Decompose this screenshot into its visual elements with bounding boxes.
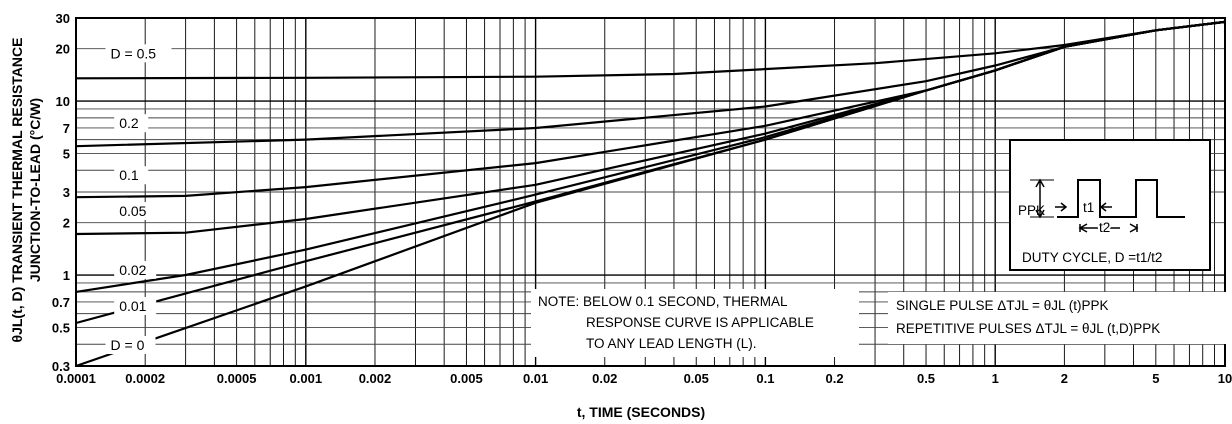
x-tick-label: 10 xyxy=(1218,371,1232,386)
series-label-bg xyxy=(114,166,149,185)
t2-arrow xyxy=(1078,223,1139,233)
x-tick-label: 0.005 xyxy=(450,371,483,386)
pulse-waveform xyxy=(1057,179,1185,218)
series-label-5: 0.01 xyxy=(119,298,146,314)
t2-label: t2 xyxy=(1099,220,1110,235)
note-line-1: NOTE: BELOW 0.1 SECOND, THERMAL xyxy=(538,294,788,309)
x-tick-label: 0.02 xyxy=(592,371,617,386)
x-tick-label: 0.002 xyxy=(359,371,392,386)
y-tick-label: 0.3 xyxy=(52,359,70,374)
y-tick-labels: 0.3 0.5 0.7 1 2 3 5 7 10 20 30 xyxy=(52,11,70,374)
x-tick-label: 1 xyxy=(992,371,999,386)
series-label-bg xyxy=(114,260,157,279)
y-tick-label: 10 xyxy=(56,94,70,109)
series-group xyxy=(75,20,1226,368)
series-label-1: 0.2 xyxy=(119,115,139,131)
t1-arrow-right xyxy=(1099,202,1112,212)
x-tick-label: 2 xyxy=(1061,371,1068,386)
y-tick-label: 7 xyxy=(63,121,70,136)
note-line-2: RESPONSE CURVE IS APPLICABLE xyxy=(586,315,814,330)
x-tick-label: 0.0002 xyxy=(125,371,165,386)
y-axis-title-line2: JUNCTION-TO-LEAD (°C/W) xyxy=(27,98,43,282)
series-label-bg xyxy=(114,202,157,221)
x-tick-label: 0.5 xyxy=(917,371,935,386)
note-box: NOTE: BELOW 0.1 SECOND, THERMAL RESPONSE… xyxy=(531,289,859,357)
curve-labels: D = 0.5 0.2 0.1 0.05 0.02 0.01 D = 0 xyxy=(105,44,172,354)
y-tick-label: 5 xyxy=(63,146,70,161)
x-tick-labels: 0.0001 0.0002 0.0005 0.001 0.002 0.005 0.01 0.0… xyxy=(56,371,1232,386)
series-label-6: D = 0 xyxy=(111,337,145,353)
x-tick-label: 0.001 xyxy=(290,371,323,386)
single-pulse-text: SINGLE PULSE ΔTJL = θJL (t)PPK xyxy=(896,298,1108,313)
series-label-bg xyxy=(114,114,149,133)
duty-cycle-inset: PPK t1 t2 DUTY CYCLE, D =t1/t2 xyxy=(1009,139,1211,271)
y-tick-label: 2 xyxy=(63,216,70,231)
y-axis-title: θJL(t, D) TRANSIENT THERMAL RESISTANCE J… xyxy=(9,38,43,343)
series-label-bg xyxy=(105,44,172,63)
y-tick-label: 30 xyxy=(56,11,70,26)
note-line-3: TO ANY LEAD LENGTH (L). xyxy=(586,336,757,351)
plot-frame xyxy=(75,17,1226,367)
x-tick-label: 0.01 xyxy=(523,371,548,386)
repetitive-pulses-text: REPETITIVE PULSES ΔTJL = θJL (t,D)PPK xyxy=(896,321,1160,336)
y-tick-label: 0.7 xyxy=(52,295,70,310)
y-tick-label: 20 xyxy=(56,42,70,57)
t1-label: t1 xyxy=(1083,200,1094,215)
x-axis-title: t, TIME (SECONDS) xyxy=(577,404,705,420)
x-tick-label: 0.1 xyxy=(756,371,774,386)
duty-cycle-text: DUTY CYCLE, D =t1/t2 xyxy=(1022,250,1162,265)
y-tick-label: 1 xyxy=(63,268,70,283)
y-tick-label: 0.5 xyxy=(52,320,70,335)
series-label-2: 0.1 xyxy=(119,167,139,183)
t1-arrow-left xyxy=(1055,202,1068,212)
formula-box: SINGLE PULSE ΔTJL = θJL (t)PPK REPETITIV… xyxy=(888,292,1226,344)
series-label-3: 0.05 xyxy=(119,203,146,219)
x-tick-label: 5 xyxy=(1152,371,1159,386)
x-tick-label: 0.05 xyxy=(684,371,709,386)
x-tick-label: 0.2 xyxy=(826,371,844,386)
series-label-bg xyxy=(114,296,157,315)
series-label-0: D = 0.5 xyxy=(111,45,157,61)
y-tick-label: 3 xyxy=(63,185,70,200)
y-axis-title-line1: θJL(t, D) TRANSIENT THERMAL RESISTANCE xyxy=(9,38,25,343)
series-line-6 xyxy=(75,20,1226,368)
series-label-bg xyxy=(105,336,156,354)
x-tick-label: 0.0001 xyxy=(56,371,96,386)
x-tick-label: 0.0005 xyxy=(217,371,257,386)
ppk-label: PPK xyxy=(1018,203,1045,218)
series-label-4: 0.02 xyxy=(119,262,146,278)
